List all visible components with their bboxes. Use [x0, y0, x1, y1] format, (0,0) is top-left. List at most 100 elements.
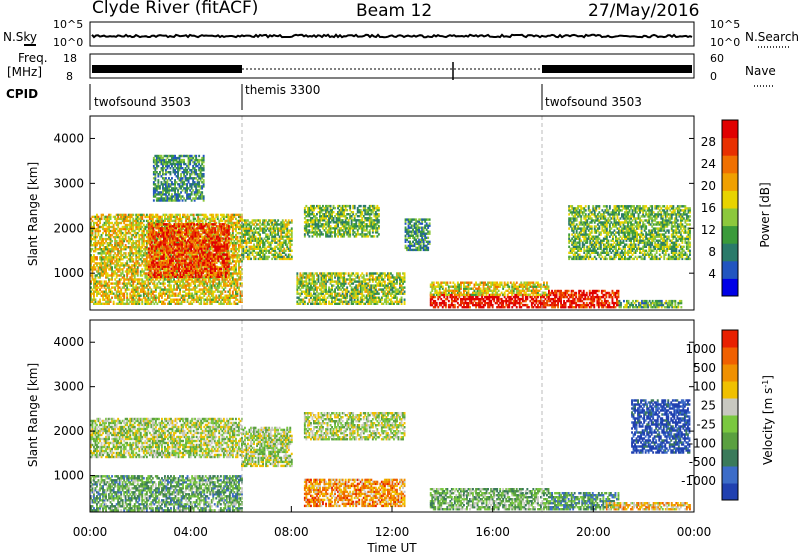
heatmap-cell: [168, 189, 170, 192]
heatmap-cell: [162, 162, 164, 166]
heatmap-cell: [152, 235, 155, 238]
heatmap-cell: [106, 250, 109, 253]
heatmap-cell: [201, 191, 204, 194]
heatmap-cell: [120, 278, 123, 281]
heatmap-cell: [269, 231, 272, 234]
heatmap-cell: [109, 292, 112, 295]
heatmap-cell: [200, 270, 203, 273]
heatmap-cell: [168, 294, 171, 297]
heatmap-cell: [206, 275, 209, 278]
heatmap-cell: [182, 269, 185, 272]
heatmap-cell: [103, 282, 106, 285]
heatmap-cell: [157, 183, 160, 186]
heatmap-cell: [172, 183, 175, 186]
heatmap-cell: [189, 189, 192, 192]
heatmap-cell: [126, 278, 129, 281]
heatmap-cell: [242, 239, 245, 242]
heatmap-cell: [139, 225, 142, 229]
heatmap-cell: [220, 261, 223, 264]
heatmap-cell: [176, 266, 178, 269]
heatmap-cell: [90, 264, 92, 267]
heatmap-cell: [216, 282, 219, 285]
heatmap-cell: [221, 239, 224, 243]
heatmap-cell: [271, 249, 274, 252]
heatmap-cell: [259, 251, 261, 254]
heatmap-cell: [236, 239, 239, 243]
heatmap-cell: [205, 265, 208, 268]
heatmap-cell: [99, 276, 101, 279]
heatmap-cell: [200, 247, 203, 250]
heatmap-cell: [108, 278, 110, 281]
heatmap-cell: [198, 160, 201, 164]
heatmap-cell: [93, 215, 95, 219]
heatmap-cell: [185, 229, 188, 232]
heatmap-cell: [228, 278, 231, 281]
heatmap-cell: [181, 185, 184, 188]
heatmap-cell: [203, 267, 206, 270]
heatmap-cell: [90, 298, 92, 301]
heatmap-cell: [177, 227, 180, 231]
heatmap-cell: [105, 221, 107, 225]
heatmap-cell: [177, 235, 180, 239]
heatmap-cell: [189, 288, 192, 291]
heatmap-cell: [117, 294, 120, 297]
heatmap-cell: [91, 256, 94, 259]
heatmap-cell: [199, 253, 202, 256]
heatmap-cell: [139, 294, 142, 297]
heatmap-cell: [271, 233, 274, 236]
heatmap-cell: [150, 235, 153, 238]
heatmap-cell: [99, 246, 101, 249]
heatmap-cell: [235, 270, 237, 273]
heatmap-cell: [94, 274, 97, 277]
heatmap-cell: [186, 169, 188, 172]
heatmap-cell: [94, 300, 97, 303]
heatmap-cell: [172, 261, 174, 264]
heatmap-cell: [169, 269, 171, 272]
heatmap-cell: [166, 189, 169, 192]
heatmap-cell: [185, 280, 187, 283]
heatmap-cell: [163, 187, 166, 190]
heatmap-cell: [105, 219, 107, 223]
heatmap-cell: [227, 215, 230, 219]
heatmap-cell: [170, 302, 172, 305]
heatmap-cell: [139, 215, 142, 219]
cpid-segment-2: themis 3300: [245, 83, 320, 97]
heatmap-cell: [145, 266, 148, 269]
heatmap-cell: [236, 248, 239, 251]
heatmap-cell: [231, 235, 234, 239]
heatmap-cell: [187, 249, 189, 252]
heatmap-cell: [180, 191, 182, 194]
heatmap-cell: [164, 233, 167, 236]
heatmap-cell: [161, 288, 163, 291]
heatmap-cell: [206, 300, 209, 303]
heatmap-cell: [194, 278, 197, 281]
heatmap-cell: [156, 239, 159, 243]
heatmap-cell: [203, 269, 206, 272]
heatmap-cell: [186, 288, 189, 291]
heatmap-cell: [220, 267, 223, 270]
heatmap-cell: [277, 243, 280, 246]
heatmap-cell: [147, 231, 150, 235]
heatmap-cell: [245, 227, 248, 230]
heatmap-cell: [231, 294, 234, 297]
heatmap-cell: [178, 229, 180, 232]
heatmap-cell: [199, 164, 202, 168]
heatmap-cell: [179, 292, 181, 295]
heatmap-cell: [164, 288, 166, 291]
heatmap-cell: [167, 237, 169, 241]
heatmap-cell: [266, 223, 269, 226]
heatmap-cell: [189, 219, 192, 223]
heatmap-cell: [271, 253, 274, 256]
heatmap-cell: [202, 164, 205, 168]
heatmap-cell: [152, 199, 155, 202]
heatmap-cell: [250, 235, 252, 238]
heatmap-cell: [250, 221, 252, 224]
heatmap-cell: [123, 248, 126, 251]
heatmap-cell: [179, 275, 182, 278]
heatmap-cell: [160, 156, 163, 160]
heatmap-cell: [233, 264, 236, 267]
heatmap-cell: [191, 237, 194, 240]
heatmap-cell: [198, 294, 201, 297]
heatmap-cell: [210, 219, 213, 223]
heatmap-cell: [197, 246, 200, 249]
